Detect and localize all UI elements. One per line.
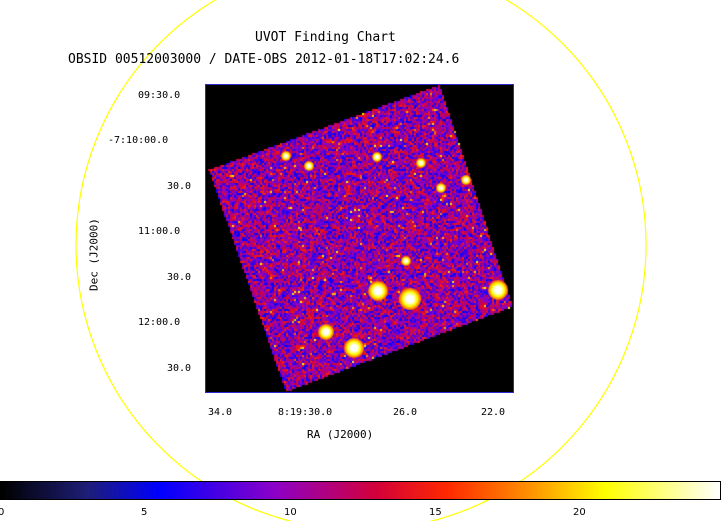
chart-subtitle: OBSID 00512003000 / DATE-OBS 2012-01-18T… — [68, 52, 460, 67]
colorbar-tick-label: 20 — [573, 507, 586, 518]
colorbar-tick-label: 5 — [141, 507, 148, 518]
field-of-view-circle — [75, 0, 647, 521]
dec-tick-label: 09:30.0 — [138, 90, 181, 101]
dec-tick-label: 11:00.0 — [138, 226, 181, 237]
dec-tick-label: 12:00.0 — [138, 317, 181, 328]
dec-axis-label: Dec (J2000) — [87, 218, 101, 291]
ra-tick-label: 34.0 — [208, 407, 233, 418]
dec-tick-label: -7:10:00.0 — [108, 135, 169, 146]
dec-tick-label: 30.0 — [167, 272, 192, 283]
colorbar-tick-label: 0 — [0, 507, 5, 518]
ra-tick-label: 26.0 — [393, 407, 418, 418]
dec-tick-label: 30.0 — [167, 181, 192, 192]
ra-axis-label: RA (J2000) — [307, 428, 374, 441]
colorbar-tick-label: 15 — [429, 507, 442, 518]
sky-image-frame — [205, 84, 514, 393]
dec-tick-label: 30.0 — [167, 363, 192, 374]
ra-tick-label: 22.0 — [481, 407, 506, 418]
colorbar-tick-label: 10 — [284, 507, 297, 518]
ra-tick-label: 8:19:30.0 — [278, 407, 333, 418]
colorbar — [0, 481, 721, 500]
chart-title: UVOT Finding Chart — [255, 30, 396, 45]
sky-image — [206, 85, 513, 392]
